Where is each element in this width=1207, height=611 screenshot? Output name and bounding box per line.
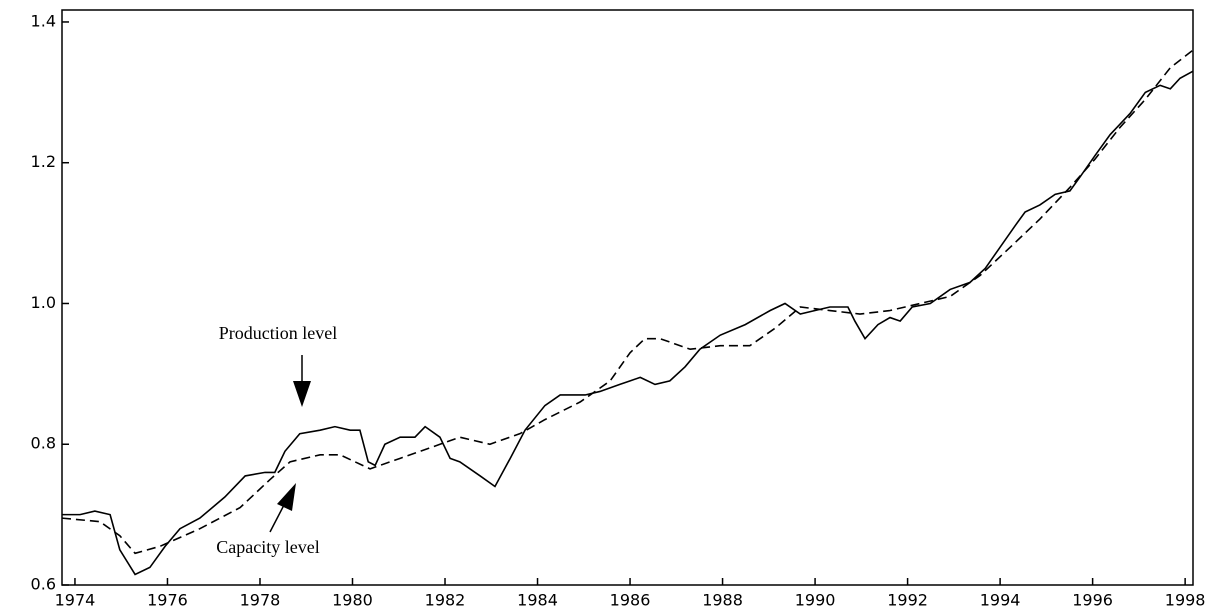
y-tick-label: 1.4	[31, 11, 56, 30]
arrow-head	[277, 483, 296, 511]
plot-frame	[61, 9, 1194, 586]
x-tick-label: 1988	[702, 591, 743, 610]
x-tick-label: 1998	[1165, 591, 1206, 610]
x-tick-label: 1996	[1072, 591, 1113, 610]
arrow-shaft	[269, 504, 285, 533]
y-tick-label: 0.8	[31, 434, 56, 453]
x-tick-label: 1986	[610, 591, 651, 610]
x-tick-label: 1990	[795, 591, 836, 610]
y-tick-label: 0.6	[31, 575, 56, 594]
x-tick-label: 1992	[887, 591, 928, 610]
y-tick-label: 1.2	[31, 152, 56, 171]
series-line	[61, 49, 1194, 555]
x-tick-label: 1976	[147, 591, 188, 610]
arrow-head	[293, 381, 311, 407]
annotation: Production level	[219, 323, 337, 343]
x-tick-label: 1974	[55, 591, 96, 610]
x-tick-label: 1994	[980, 591, 1021, 610]
x-tick-label: 1982	[425, 591, 466, 610]
series-line	[62, 70, 1194, 576]
annotation: Capacity level	[216, 537, 319, 557]
x-tick-label: 1980	[332, 591, 373, 610]
x-tick-label: 1978	[240, 591, 281, 610]
y-tick-label: 1.0	[31, 293, 56, 312]
x-tick-label: 1984	[517, 591, 558, 610]
